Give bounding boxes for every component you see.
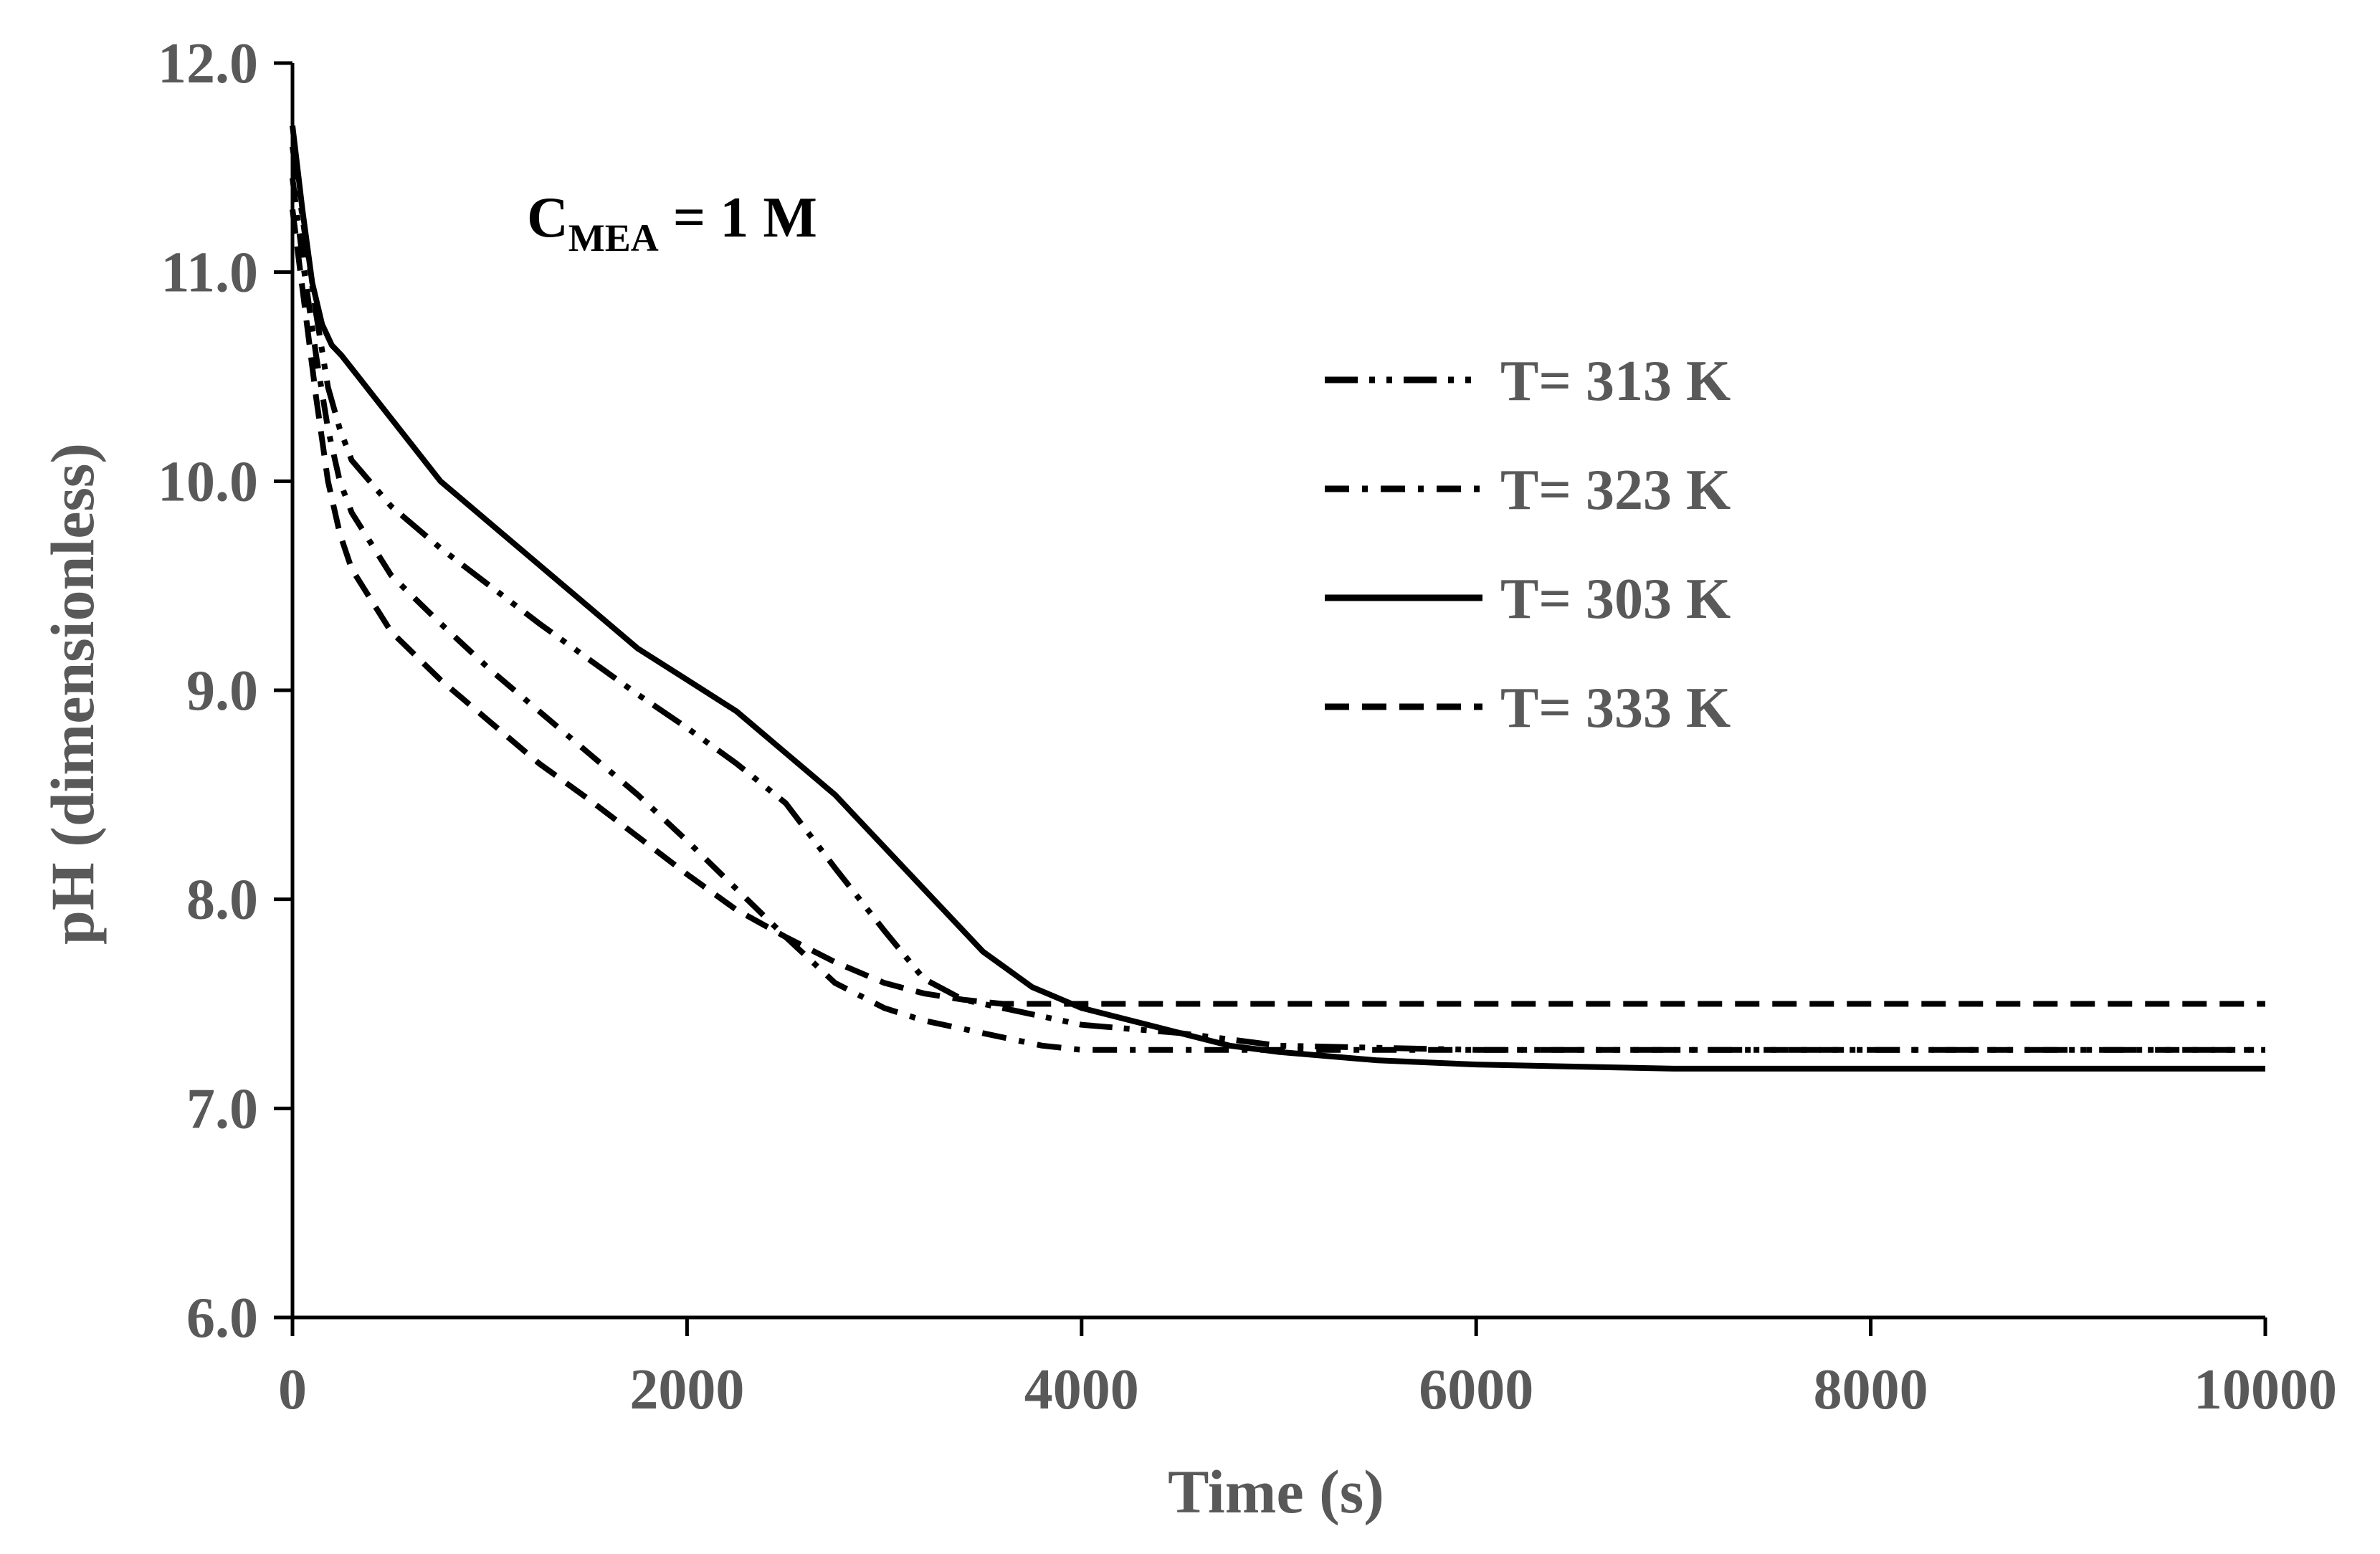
x-tick-label: 4000 [1024,1358,1139,1421]
x-axis-title: Time (s) [1168,1457,1384,1526]
series-layer [290,125,2265,1072]
series-line-t-303-k [290,125,2265,1072]
y-tick-label: 10.0 [158,450,258,513]
series-line-t-323-k [290,177,2265,1053]
y-tick-label: 9.0 [186,659,258,723]
y-tick-label: 6.0 [186,1287,258,1350]
legend-label: T= 333 K [1500,677,1731,740]
legend-label: T= 313 K [1500,350,1731,413]
annotation-main: C [527,186,568,249]
y-tick-label: 8.0 [186,869,258,932]
legend-label: T= 303 K [1500,568,1731,631]
x-tick-label: 10000 [2194,1358,2337,1421]
legend-label: T= 323 K [1500,459,1731,522]
y-tick-label: 7.0 [186,1077,258,1140]
x-tick-label: 8000 [1814,1358,1928,1421]
annotation-subscript: MEA [568,216,659,259]
y-tick-label: 12.0 [158,32,258,95]
x-tick-label: 6000 [1419,1358,1533,1421]
annotation-rest: = 1 M [659,186,817,249]
series-line-t-333-k [290,209,2265,1007]
legend: T= 313 K T= 323 K T= 303 K T= 333 K [1325,350,1731,740]
y-axis-title: pH (dimensionless) [38,443,107,945]
axes: 6.0 7.0 8.0 9.0 10.0 11.0 12.0 0 2000 4000 6000 800… [158,32,2337,1421]
x-tick-label: 0 [278,1358,307,1421]
x-tick-label: 2000 [629,1358,744,1421]
y-tick-label: 11.0 [161,242,258,305]
series-line-t-313-k [290,146,2265,1053]
concentration-annotation: CMEA = 1 M [527,186,817,259]
